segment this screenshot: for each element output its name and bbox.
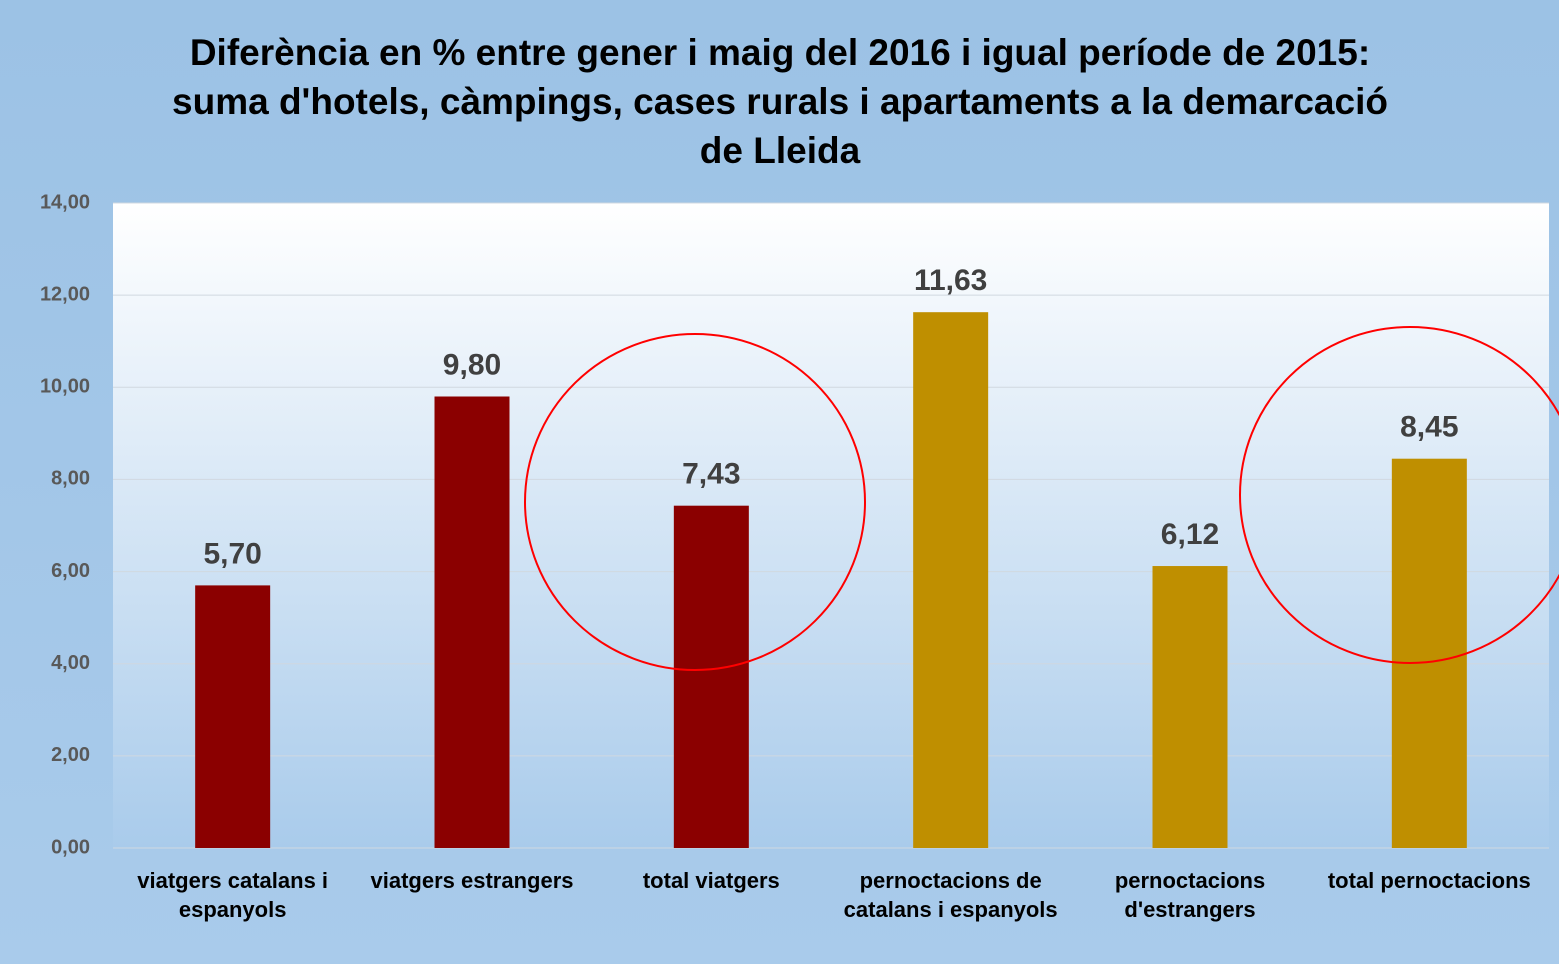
data-label: 11,63	[914, 264, 987, 297]
bar	[913, 312, 989, 848]
data-label: 5,70	[203, 537, 261, 570]
data-label: 8,45	[1400, 411, 1458, 444]
bar	[1152, 566, 1228, 848]
y-tick-label: 4,00	[51, 652, 90, 674]
x-tick-label: total pernoctacions	[1327, 868, 1531, 893]
highlight-circle	[524, 333, 866, 671]
y-tick-label: 14,00	[40, 191, 90, 213]
x-tick-label: pernoctacions d'estrangers	[1114, 868, 1266, 922]
bar	[195, 585, 271, 848]
x-tick-label: total viatgers	[642, 868, 780, 893]
y-tick-label: 0,00	[51, 836, 90, 858]
data-label: 6,12	[1161, 518, 1219, 551]
x-tick-label: viatgers estrangers	[370, 868, 574, 893]
y-tick-label: 8,00	[51, 468, 90, 490]
y-tick-label: 6,00	[51, 560, 90, 582]
chart-title: Diferència en % entre gener i maig del 2…	[172, 32, 1388, 171]
data-label: 9,80	[443, 348, 501, 381]
highlight-circle	[1239, 326, 1559, 664]
x-tick-label: pernoctacions de catalans i espanyols	[843, 868, 1058, 922]
y-tick-label: 10,00	[40, 376, 90, 398]
plot-area	[113, 203, 1549, 848]
bar	[1391, 458, 1467, 848]
bar	[434, 396, 510, 848]
x-tick-label: viatgers catalans i espanyols	[137, 868, 329, 922]
data-label: 7,43	[682, 458, 740, 491]
y-tick-label: 2,00	[51, 744, 90, 766]
bar	[673, 505, 749, 848]
y-tick-label: 12,00	[40, 283, 90, 305]
